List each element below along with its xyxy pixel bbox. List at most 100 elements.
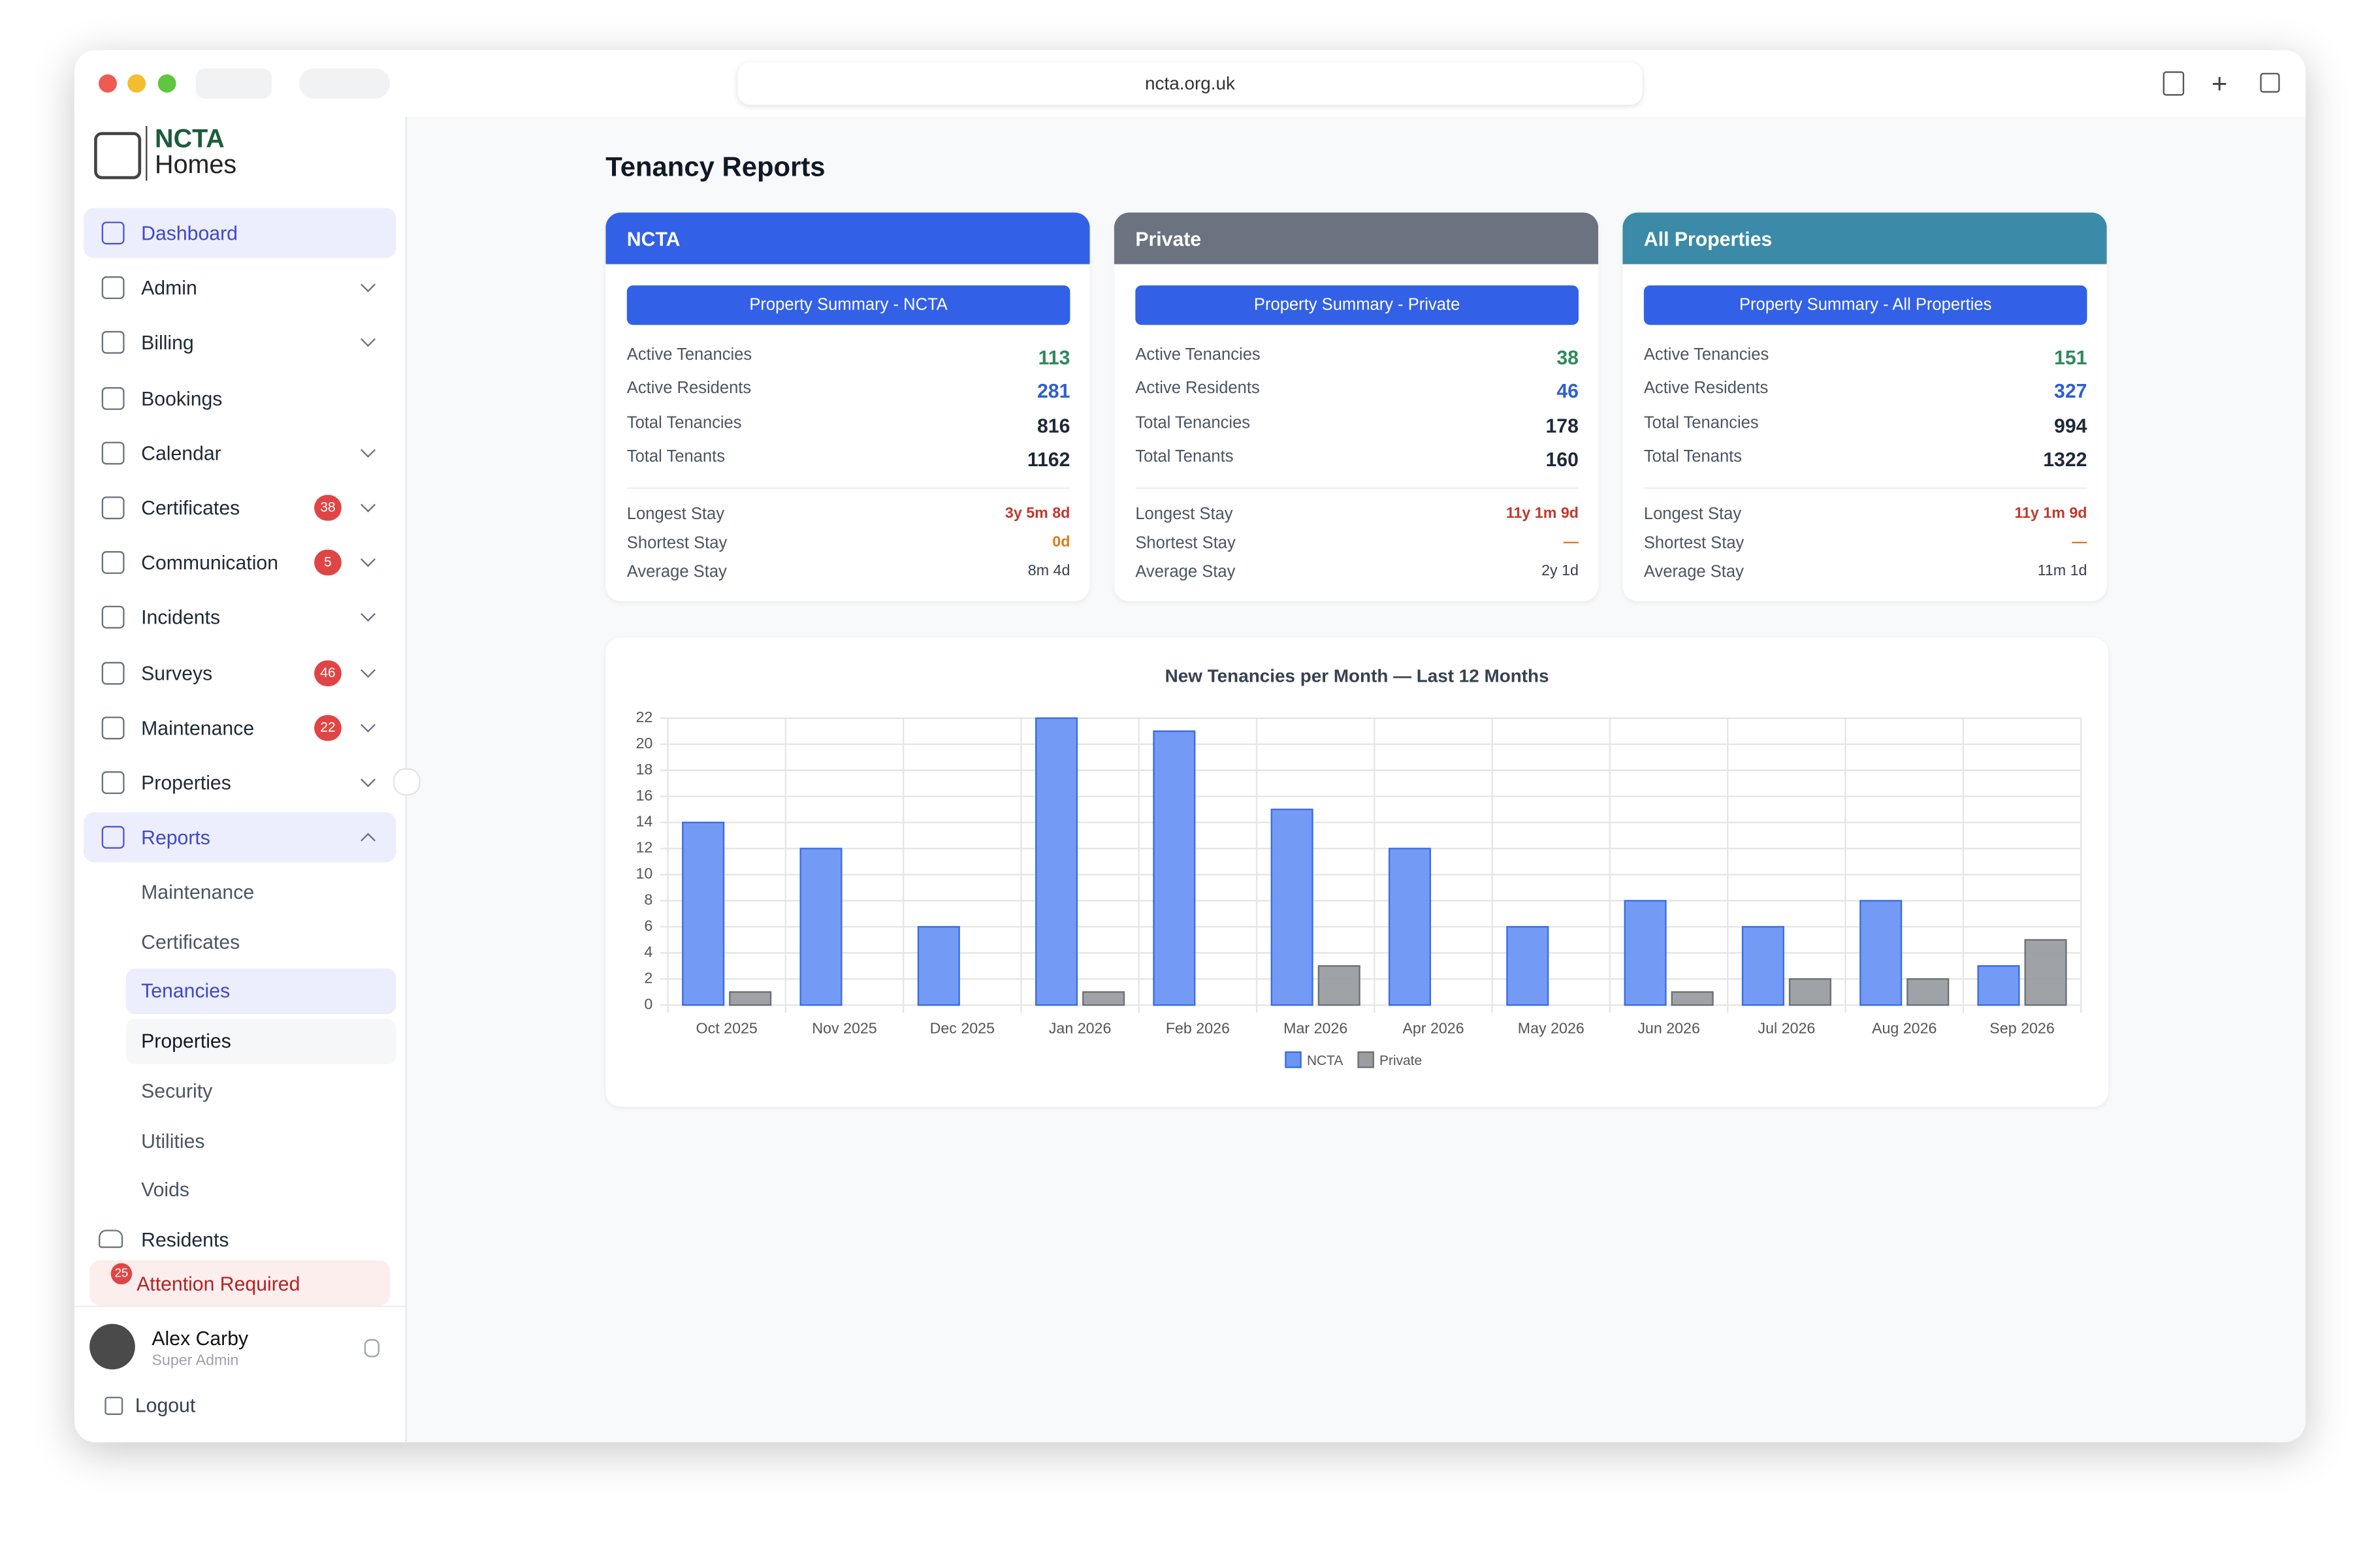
stay-row: Average Stay 8m 4d	[627, 564, 1070, 582]
profile-icon[interactable]	[364, 1339, 379, 1358]
stay-label: Average Stay	[1135, 563, 1236, 582]
stay-row: Average Stay 2y 1d	[1135, 564, 1579, 582]
page-title: Tenancy Reports	[605, 151, 826, 183]
nav-item[interactable]: Communication 5	[84, 538, 396, 588]
sub-nav-label: Voids	[141, 1178, 190, 1201]
sub-nav-item[interactable]: Voids	[126, 1168, 396, 1213]
card-title: NCTA	[626, 227, 681, 251]
nav-item[interactable]: Dashboard	[83, 208, 396, 259]
sub-nav-item[interactable]: Utilities	[126, 1118, 396, 1164]
share-button[interactable]	[2163, 71, 2185, 96]
nav-item[interactable]: Surveys 46	[84, 648, 396, 698]
nav-buttons[interactable]	[298, 68, 391, 99]
zoom-button[interactable]	[157, 74, 176, 93]
card-header: NCTA	[605, 212, 1090, 264]
stay-value: 0d	[1052, 534, 1070, 552]
stay-row: Average Stay 11m 1d	[1644, 564, 2087, 582]
stat-row: Total Tenants 160	[1135, 448, 1579, 471]
nav-label: Calendar	[141, 441, 221, 465]
sub-nav-item[interactable]: Certificates	[126, 919, 396, 965]
summary-button[interactable]: Property Summary - NCTA	[626, 285, 1070, 325]
nav-item[interactable]: Billing	[84, 318, 396, 368]
chevron	[361, 497, 376, 513]
nav-badge: 5	[314, 550, 342, 576]
summary-button[interactable]: Property Summary - Private	[1135, 285, 1579, 325]
legend-swatch	[1285, 1051, 1302, 1068]
nav-badge: 38	[314, 494, 342, 521]
nav-item[interactable]: Certificates 38	[84, 483, 396, 533]
stay-label: Shortest Stay	[626, 534, 728, 553]
logo-divider	[146, 125, 148, 181]
chevron	[361, 833, 376, 848]
nav-badge: 46	[314, 659, 342, 686]
stat-label: Active Tenancies	[1135, 346, 1261, 365]
sub-nav-item[interactable]: Tenancies	[125, 969, 396, 1015]
stat-label: Total Tenancies	[1135, 414, 1251, 433]
close-button[interactable]	[99, 74, 117, 93]
sub-nav-item[interactable]: Maintenance	[126, 870, 396, 915]
sub-nav-item[interactable]: Security	[126, 1068, 396, 1114]
stat-value: 994	[2054, 414, 2087, 437]
x-tick-label: Apr 2026	[1402, 1020, 1464, 1037]
stay-row: Shortest Stay —	[1644, 534, 2087, 552]
nav-icon	[101, 661, 125, 684]
legend-label: Private	[1379, 1053, 1422, 1068]
stat-label: Active Tenancies	[626, 346, 752, 365]
nav-item[interactable]: Bookings	[84, 373, 396, 423]
chevron	[361, 772, 376, 787]
logout-link[interactable]: Logout	[135, 1393, 196, 1417]
bar	[1388, 848, 1432, 1006]
stat-row: Total Tenants 1162	[627, 448, 1070, 471]
bar	[1317, 965, 1360, 1006]
stat-value: 816	[1037, 414, 1070, 437]
stay-row: Shortest Stay 0d	[627, 534, 1070, 552]
chevron	[361, 662, 376, 678]
nav-icon	[101, 221, 125, 245]
collapse-button[interactable]	[393, 768, 421, 796]
user-name: Alex Carby	[152, 1327, 249, 1350]
nav-label: Incidents	[141, 606, 221, 629]
minimize-button[interactable]	[127, 74, 146, 93]
summary-button[interactable]: Property Summary - All Properties	[1643, 285, 2087, 325]
stat-row: Total Tenancies 816	[627, 414, 1070, 437]
sub-nav-item[interactable]: Properties	[125, 1019, 396, 1065]
stat-value: 46	[1556, 380, 1579, 404]
logout-icon	[105, 1397, 123, 1416]
x-tick-label: Nov 2025	[812, 1020, 876, 1037]
new-tab-button[interactable]: +	[2211, 68, 2228, 99]
stat-label: Active Residents	[1643, 380, 1769, 399]
nav-icon	[101, 496, 125, 520]
attention-banner[interactable]: Attention Required 25	[89, 1260, 391, 1306]
stay-value: 3y 5m 8d	[1005, 505, 1070, 522]
x-tick-label: Jan 2026	[1049, 1020, 1112, 1037]
y-tick-label: 22	[635, 708, 652, 725]
nav-item[interactable]: Incidents	[84, 593, 396, 643]
stat-value: 281	[1037, 380, 1070, 404]
sidebar: NCTA Homes Residents Attention Required …	[74, 117, 407, 1442]
nav-item[interactable]: Calendar	[84, 428, 396, 478]
address-bar[interactable]: ncta.org.uk	[737, 62, 1643, 105]
nav-label: Surveys	[141, 661, 213, 684]
nav-icon	[101, 331, 125, 355]
residents-icon	[99, 1230, 123, 1248]
nav-icon	[101, 826, 125, 850]
stat-row: Active Residents 327	[1643, 380, 2087, 403]
sidebar-toggle[interactable]	[195, 68, 272, 99]
tabs-button[interactable]	[2260, 72, 2280, 93]
stat-label: Active Residents	[626, 380, 752, 399]
bar	[2024, 939, 2067, 1006]
nav-item[interactable]: Admin	[84, 263, 396, 313]
y-tick-label: 20	[635, 735, 652, 752]
stat-label: Total Tenants	[1135, 448, 1234, 467]
nav-label: Admin	[141, 276, 197, 300]
stay-label: Longest Stay	[1135, 505, 1233, 524]
nav-item[interactable]: Residents	[141, 1228, 229, 1251]
stat-value: 38	[1556, 346, 1579, 370]
nav-item[interactable]: Reports	[83, 812, 396, 863]
bar	[729, 991, 772, 1006]
nav-item[interactable]: Properties	[84, 757, 396, 808]
stat-row: Active Tenancies 38	[1135, 346, 1579, 369]
y-tick-label: 6	[644, 917, 652, 934]
nav-item[interactable]: Maintenance 22	[84, 703, 396, 753]
